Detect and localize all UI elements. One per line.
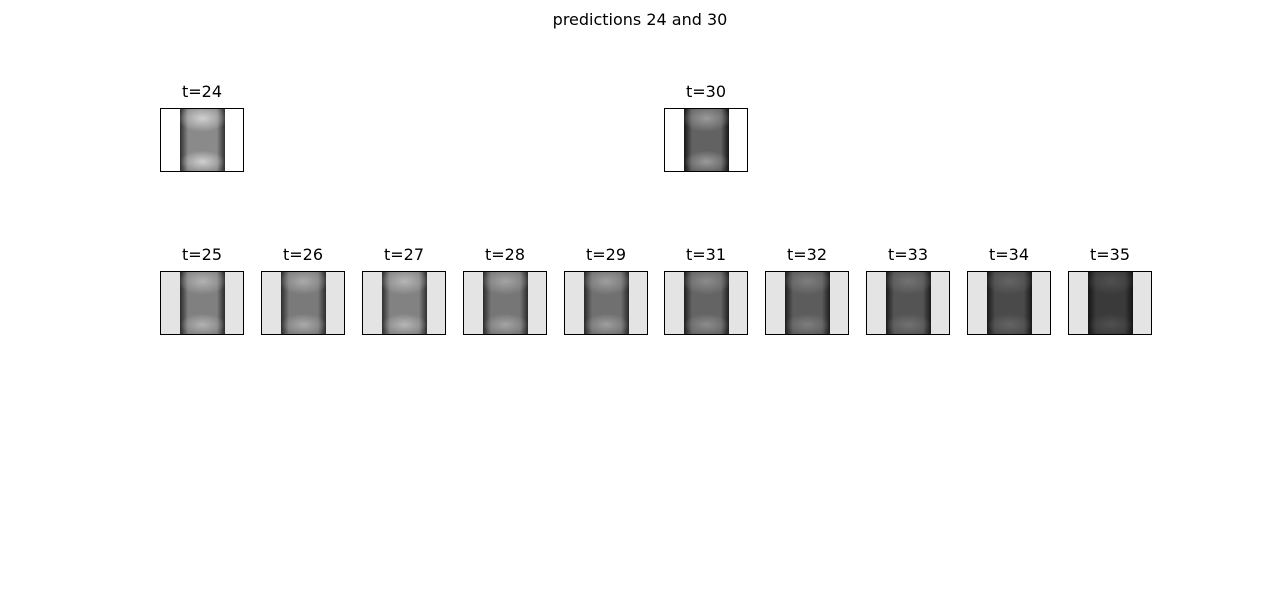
frame-image (261, 271, 345, 335)
panel-t35: t=35 (1068, 245, 1152, 335)
frame-image (967, 271, 1051, 335)
frame-image (866, 271, 950, 335)
panel-t24: t=24 (160, 82, 244, 172)
panel-label: t=31 (685, 245, 727, 264)
bright-region (987, 272, 1032, 334)
figure-title: predictions 24 and 30 (552, 10, 728, 29)
bright-region (281, 272, 326, 334)
panel-t34: t=34 (967, 245, 1051, 335)
bright-region (785, 272, 830, 334)
panel-label: t=28 (484, 245, 526, 264)
bright-region (382, 272, 427, 334)
panel-t29: t=29 (564, 245, 648, 335)
bright-region (1088, 272, 1133, 334)
frame-image (1068, 271, 1152, 335)
frame-image (160, 271, 244, 335)
panel-t25: t=25 (160, 245, 244, 335)
frame-image (160, 108, 244, 172)
panel-label: t=33 (887, 245, 929, 264)
frame-image (765, 271, 849, 335)
panel-t27: t=27 (362, 245, 446, 335)
bright-region (180, 272, 225, 334)
bright-region (180, 109, 225, 171)
panel-t30: t=30 (664, 82, 748, 172)
panel-label: t=26 (282, 245, 324, 264)
panel-label: t=25 (181, 245, 223, 264)
panel-t31: t=31 (664, 245, 748, 335)
frame-image (664, 271, 748, 335)
frame-image (463, 271, 547, 335)
panel-t28: t=28 (463, 245, 547, 335)
bright-region (886, 272, 931, 334)
frame-image (564, 271, 648, 335)
panel-t26: t=26 (261, 245, 345, 335)
panel-label: t=34 (988, 245, 1030, 264)
bright-region (684, 109, 729, 171)
panel-label: t=35 (1089, 245, 1131, 264)
bright-region (684, 272, 729, 334)
frame-image (664, 108, 748, 172)
panel-t32: t=32 (765, 245, 849, 335)
panel-label: t=27 (383, 245, 425, 264)
panel-label: t=29 (585, 245, 627, 264)
bright-region (483, 272, 528, 334)
bright-region (584, 272, 629, 334)
panel-t33: t=33 (866, 245, 950, 335)
frame-image (362, 271, 446, 335)
panel-label: t=24 (181, 82, 223, 101)
panel-label: t=32 (786, 245, 828, 264)
panel-label: t=30 (685, 82, 727, 101)
